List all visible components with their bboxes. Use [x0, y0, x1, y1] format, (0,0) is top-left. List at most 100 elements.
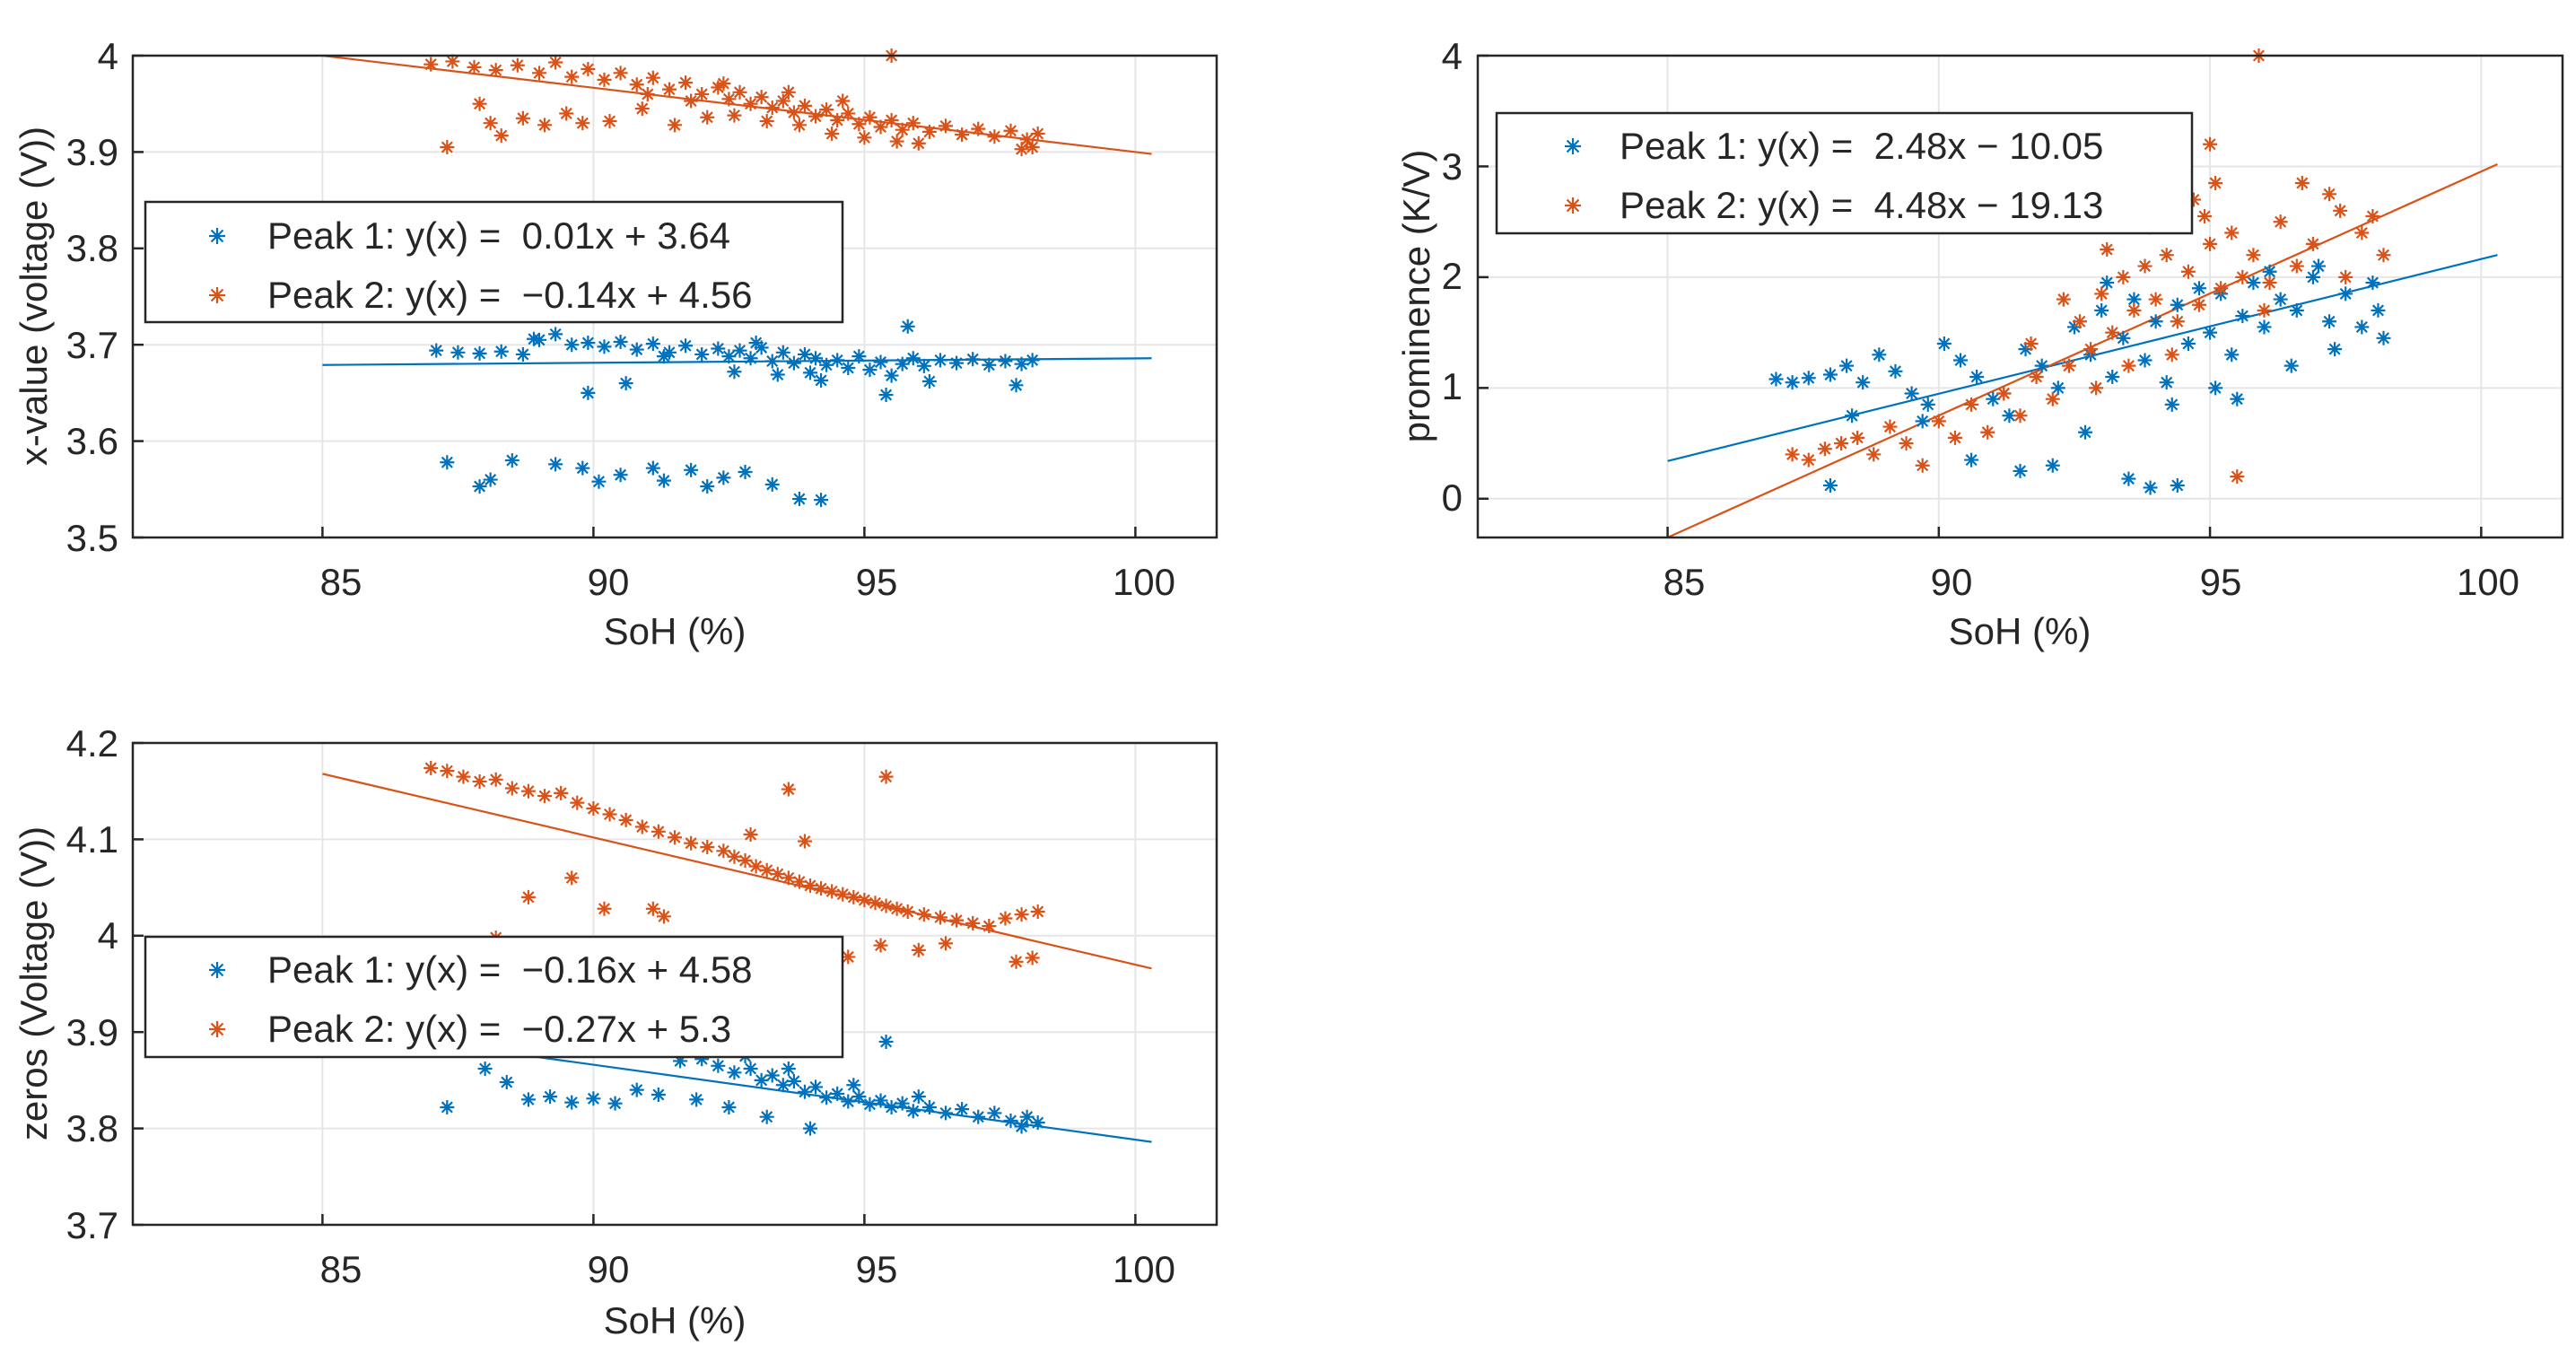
point-peak2-zeros-16	[684, 835, 699, 851]
point-peak1-xvalue-23	[786, 355, 801, 371]
point-peak2-xvalue-39	[987, 129, 1002, 144]
legend-label-peak1-zeros: Peak 1: y(x) = −0.16x + 4.58	[267, 948, 752, 991]
legend-xvalue: Peak 1: y(x) = 0.01x + 3.64 Peak 2: y(x)…	[144, 200, 844, 324]
point-peak2-xvalue-14	[678, 75, 694, 91]
point-peak2-zeros-17	[700, 839, 715, 854]
point-peak1-xvalue-58	[483, 472, 498, 487]
ytick-label-zeros-5: 4.2	[66, 722, 118, 765]
point-peak1-prominence-47	[2208, 380, 2223, 396]
point-peak2-prominence-10	[1947, 430, 1962, 445]
point-peak2-xvalue-25	[808, 109, 824, 124]
point-peak1-xvalue-63	[613, 467, 628, 483]
point-peak1-prominence-46	[2283, 358, 2299, 373]
point-peak2-prominence-21	[2105, 325, 2120, 340]
point-peak2-xvalue-38	[971, 121, 986, 136]
legend-prominence: Peak 1: y(x) = 2.48x − 10.05 Peak 2: y(x…	[1495, 111, 2194, 235]
point-peak1-xvalue-21	[764, 354, 780, 369]
point-peak2-prominence-51	[2164, 347, 2179, 363]
point-peak2-xvalue-0	[424, 57, 439, 72]
point-peak1-xvalue-40	[998, 354, 1013, 369]
ytick-label-xvalue-3: 3.8	[66, 227, 118, 269]
scatter-peak1-prominence	[1768, 258, 2391, 495]
point-peak2-prominence-38	[2305, 236, 2320, 251]
point-peak1-zeros-12	[711, 1058, 726, 1073]
point-peak1-xvalue-45	[814, 372, 829, 388]
point-peak1-xvalue-43	[727, 364, 742, 380]
point-peak2-zeros-18	[716, 843, 731, 859]
point-peak1-prominence-2	[1801, 371, 1816, 386]
point-peak2-prominence-44	[2203, 136, 2218, 152]
point-peak2-zeros-27	[814, 881, 829, 896]
point-peak1-zeros-23	[841, 1094, 856, 1109]
point-peak2-prominence-32	[2224, 225, 2240, 240]
point-peak1-zeros-30	[921, 1099, 937, 1114]
point-peak2-xvalue-53	[781, 84, 796, 100]
point-peak1-prominence-62	[2078, 424, 2093, 440]
point-peak2-xvalue-24	[797, 98, 812, 113]
point-peak2-zeros-51	[520, 889, 536, 904]
point-peak2-xvalue-23	[786, 105, 801, 120]
point-peak2-xvalue-51	[911, 135, 926, 151]
legend-label-peak2-xvalue: Peak 2: y(x) = −0.14x + 4.56	[267, 274, 752, 316]
point-peak1-xvalue-41	[1014, 356, 1029, 371]
point-peak1-prominence-14	[2002, 408, 2017, 424]
point-peak2-zeros-5	[504, 781, 520, 796]
point-peak1-xvalue-28	[841, 360, 856, 375]
point-peak1-prominence-49	[2045, 458, 2060, 473]
point-peak2-zeros-31	[857, 893, 872, 908]
legend-marker-peak1-zeros	[209, 962, 225, 978]
point-peak1-zeros-29	[905, 1104, 921, 1119]
point-peak2-prominence-26	[2159, 248, 2174, 263]
point-peak2-zeros-40	[982, 919, 997, 934]
point-peak2-prominence-25	[2148, 292, 2163, 307]
point-peak1-xvalue-50	[656, 349, 671, 364]
point-peak1-xvalue-56	[440, 455, 455, 470]
point-peak2-zeros-15	[668, 830, 682, 845]
point-peak1-prominence-38	[2305, 269, 2320, 284]
xtick-label-prominence-3: 100	[2457, 561, 2519, 603]
point-peak1-zeros-3	[520, 1092, 536, 1107]
ytick-label-xvalue-4: 3.9	[66, 131, 118, 173]
xtick-label-xvalue-3: 100	[1113, 561, 1175, 603]
point-peak1-prominence-3	[1822, 367, 1838, 382]
point-peak2-zeros-8	[554, 785, 569, 800]
point-peak1-xvalue-61	[575, 460, 590, 476]
point-peak1-xvalue-14	[678, 338, 694, 354]
point-peak2-zeros-6	[520, 783, 536, 799]
point-peak1-xvalue-32	[884, 368, 899, 383]
scatter-peak2-xvalue	[424, 48, 1045, 157]
point-peak2-xvalue-12	[645, 70, 660, 85]
legend-star-icon	[209, 962, 225, 978]
point-peak2-xvalue-49	[857, 130, 872, 145]
point-peak1-prominence-12	[1969, 370, 1985, 384]
point-peak1-prominence-8	[1904, 386, 1919, 401]
point-peak2-zeros-54	[597, 901, 612, 916]
point-peak1-zeros-19	[797, 1084, 812, 1099]
point-peak2-xvalue-62	[602, 114, 617, 129]
point-peak2-zeros-0	[424, 760, 439, 775]
point-peak2-zeros-26	[803, 878, 817, 893]
point-peak1-zeros-20	[808, 1079, 824, 1095]
xtick-label-prominence-1: 90	[1931, 561, 1973, 603]
point-peak2-xvalue-9	[597, 72, 612, 87]
point-peak1-xvalue-16	[711, 341, 726, 356]
point-peak1-prominence-39	[2322, 314, 2337, 329]
point-peak1-zeros-10	[673, 1053, 688, 1069]
fit-line-peak2-prominence	[1667, 162, 2498, 539]
axes-box-zeros	[131, 741, 1218, 1227]
point-peak1-xvalue-42	[1025, 353, 1040, 368]
point-peak2-prominence-8	[1915, 458, 1930, 473]
point-peak1-prominence-7	[1888, 363, 1903, 379]
point-peak2-prominence-28	[2180, 264, 2196, 279]
point-peak1-xvalue-54	[748, 336, 764, 351]
point-peak1-zeros-39	[878, 1034, 894, 1049]
point-peak2-xvalue-20	[754, 90, 769, 105]
point-peak2-zeros-39	[965, 915, 981, 931]
legend-box-xvalue	[144, 200, 844, 324]
point-peak1-prominence-35	[2257, 319, 2272, 335]
point-peak1-prominence-37	[2289, 302, 2304, 318]
point-peak1-prominence-44	[2371, 302, 2386, 318]
point-peak2-prominence-36	[2273, 214, 2288, 230]
point-peak2-xvalue-34	[905, 116, 921, 131]
point-peak2-zeros-37	[932, 910, 947, 925]
